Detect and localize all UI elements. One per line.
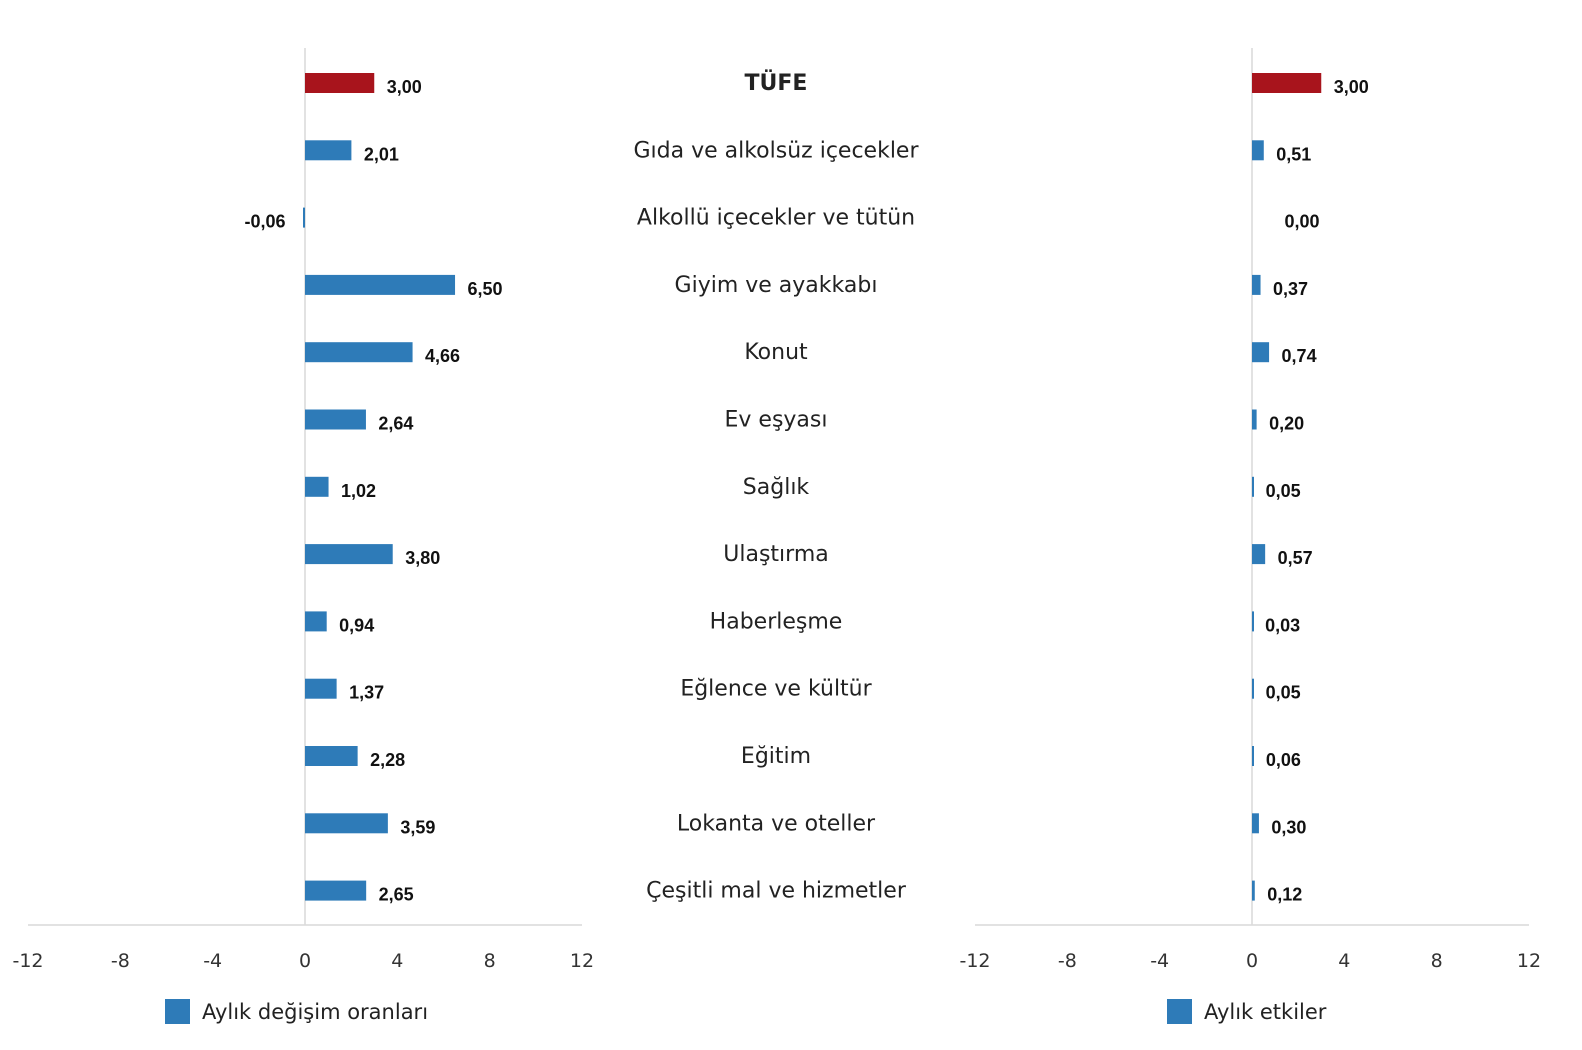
data-label: 3,00: [387, 77, 422, 97]
bar: [305, 544, 393, 565]
category-label: Haberleşme: [710, 609, 843, 634]
data-label: 6,50: [468, 279, 503, 299]
data-label: 1,37: [349, 683, 384, 703]
category-label: Lokanta ve oteller: [677, 811, 876, 836]
category-label: Ulaştırma: [723, 542, 828, 567]
bar: [1252, 274, 1261, 295]
data-label: 0,37: [1273, 279, 1308, 299]
bar: [1252, 880, 1255, 901]
x-tick-label: 0: [299, 950, 311, 972]
bar: [305, 342, 413, 363]
bar: [305, 274, 456, 295]
bar: [1252, 342, 1270, 363]
bar: [305, 813, 388, 834]
legend-swatch: [165, 999, 190, 1024]
x-tick-label: 4: [391, 950, 403, 972]
data-label: 3,80: [405, 548, 440, 568]
x-tick-label: -12: [959, 950, 990, 972]
x-tick-label: -8: [1058, 950, 1077, 972]
x-tick-label: 12: [570, 950, 594, 972]
bar: [1252, 73, 1322, 93]
data-label: 0,57: [1278, 548, 1313, 568]
x-tick-label: -4: [203, 950, 222, 972]
data-label: 0,06: [1266, 750, 1301, 770]
category-label: Çeşitli mal ve hizmetler: [646, 879, 907, 904]
bar: [305, 73, 375, 93]
x-tick-label: 4: [1338, 950, 1350, 972]
x-tick-label: -4: [1150, 950, 1169, 972]
legend-swatch: [1167, 999, 1192, 1024]
data-label: -0,06: [244, 212, 285, 232]
bar: [1252, 611, 1254, 632]
category-label: Gıda ve alkolsüz içecekler: [633, 138, 919, 163]
category-label: Konut: [744, 340, 808, 365]
data-label: 2,01: [364, 144, 399, 164]
bar: [1252, 544, 1266, 565]
bar: [1252, 409, 1257, 430]
category-label: Sağlık: [743, 475, 810, 500]
data-label: 3,59: [400, 817, 435, 837]
data-label: 0,20: [1269, 414, 1304, 434]
bar: [305, 746, 358, 766]
category-label: Ev eşyası: [725, 408, 828, 433]
bar: [1252, 476, 1254, 497]
bar: [305, 140, 352, 161]
bar: [305, 476, 329, 497]
data-label: 2,28: [370, 750, 405, 770]
x-tick-label: 0: [1246, 950, 1258, 972]
bar: [1252, 140, 1264, 161]
data-label: 0,51: [1276, 144, 1311, 164]
data-label: 3,00: [1334, 77, 1369, 97]
bar: [1252, 678, 1254, 699]
bar: [1252, 813, 1259, 834]
category-label: TÜFE: [745, 70, 808, 96]
bar: [1252, 746, 1254, 766]
x-tick-label: -8: [111, 950, 130, 972]
bar: [305, 409, 366, 430]
bar: [305, 678, 337, 699]
data-label: 2,65: [379, 885, 414, 905]
data-label: 0,03: [1265, 615, 1300, 635]
category-label: Giyim ve ayakkabı: [675, 273, 878, 298]
bar: [305, 880, 367, 901]
x-tick-label: 8: [1431, 950, 1443, 972]
legend-label: Aylık etkiler: [1204, 1000, 1327, 1024]
x-tick-label: 12: [1517, 950, 1541, 972]
data-label: 0,05: [1266, 481, 1301, 501]
data-label: 0,12: [1267, 885, 1302, 905]
data-label: 0,30: [1271, 817, 1306, 837]
category-label: Alkollü içecekler ve tütün: [637, 206, 915, 231]
data-label: 0,94: [339, 615, 374, 635]
category-label: Eğitim: [741, 744, 811, 769]
data-label: 4,66: [425, 346, 460, 366]
x-tick-label: 8: [484, 950, 496, 972]
legend-label: Aylık değişim oranları: [202, 1000, 428, 1024]
x-tick-label: -12: [12, 950, 43, 972]
bar: [303, 207, 305, 228]
category-label: Eğlence ve kültür: [680, 677, 872, 702]
data-label: 2,64: [378, 414, 413, 434]
data-label: 0,74: [1282, 346, 1317, 366]
data-label: 0,05: [1266, 683, 1301, 703]
bar: [305, 611, 327, 632]
data-label: 1,02: [341, 481, 376, 501]
data-label: 0,00: [1284, 212, 1319, 232]
